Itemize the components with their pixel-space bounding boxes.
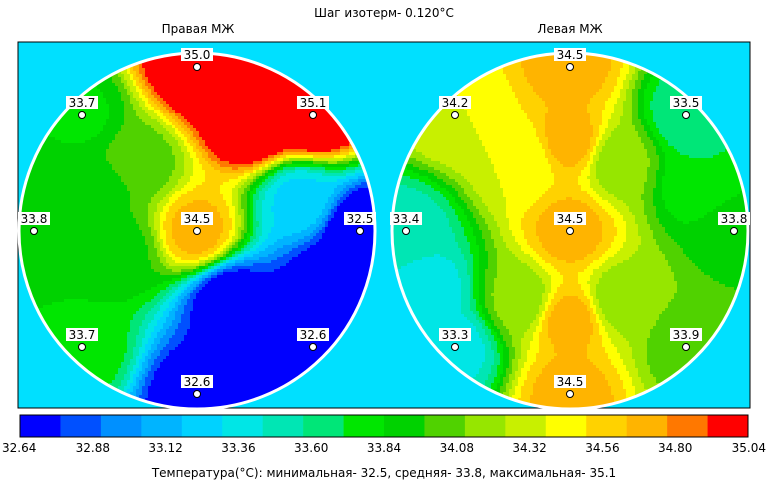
left-gland-map: 34.5 34.2 33.5 33.4 34.5 33.8 33.3 33.9 34.5 xyxy=(390,48,750,411)
measurement-point: 34.5 xyxy=(554,375,586,398)
point-marker xyxy=(682,111,690,119)
point-value-label: 33.9 xyxy=(673,328,700,342)
point-marker xyxy=(730,227,738,235)
measurement-point: 32.6 xyxy=(297,328,329,351)
measurement-point: 33.8 xyxy=(18,212,50,235)
measurement-point: 33.4 xyxy=(390,212,422,235)
scale-swatch xyxy=(586,415,627,437)
scale-swatch xyxy=(343,415,385,437)
scale-tick-label: 34.56 xyxy=(585,441,619,455)
scale-swatch xyxy=(100,415,142,437)
isotherm-step-title: Шаг изотерм- 0.120°C xyxy=(0,6,768,20)
point-value-label: 33.8 xyxy=(21,212,48,226)
scale-tick-label: 35.04 xyxy=(732,441,766,455)
point-marker xyxy=(566,390,574,398)
measurement-point: 34.5 xyxy=(181,212,213,235)
point-value-label: 33.3 xyxy=(442,328,469,342)
scale-tick-label: 32.64 xyxy=(2,441,36,455)
point-marker xyxy=(309,343,317,351)
scale-tick-label: 32.88 xyxy=(76,441,110,455)
point-marker xyxy=(451,343,459,351)
scale-swatch xyxy=(707,415,749,437)
right-panel-title: Правая МЖ xyxy=(124,22,272,36)
scale-swatch xyxy=(667,415,708,437)
scale-swatch xyxy=(222,415,263,437)
measurement-point: 33.3 xyxy=(439,328,471,351)
measurement-point: 33.8 xyxy=(718,212,750,235)
scale-swatch xyxy=(464,415,506,437)
measurement-point: 34.5 xyxy=(554,212,586,235)
point-marker xyxy=(309,111,317,119)
scale-tick-label: 34.80 xyxy=(658,441,692,455)
scale-swatch xyxy=(626,415,668,437)
point-marker xyxy=(30,227,38,235)
scale-tick-label: 33.84 xyxy=(367,441,401,455)
point-value-label: 33.7 xyxy=(69,96,96,110)
measurement-point: 33.7 xyxy=(66,328,98,351)
scale-swatch xyxy=(60,415,102,437)
point-value-label: 32.6 xyxy=(184,375,211,389)
point-marker xyxy=(193,63,201,71)
measurement-point: 35.1 xyxy=(297,96,329,119)
measurement-point: 35.0 xyxy=(181,48,213,71)
point-value-label: 33.5 xyxy=(673,96,700,110)
point-value-label: 33.7 xyxy=(69,328,96,342)
measurement-point: 32.6 xyxy=(181,375,213,398)
left-panel-title: Левая МЖ xyxy=(496,22,644,36)
point-value-label: 32.6 xyxy=(300,328,327,342)
point-value-label: 34.5 xyxy=(184,212,211,226)
scale-swatch xyxy=(141,415,183,437)
point-value-label: 35.0 xyxy=(184,48,211,62)
measurement-point: 33.5 xyxy=(670,96,702,119)
point-value-label: 33.8 xyxy=(721,212,748,226)
point-marker xyxy=(356,227,364,235)
point-marker xyxy=(193,390,201,398)
scale-tick-label: 33.36 xyxy=(221,441,255,455)
point-marker xyxy=(451,111,459,119)
scale-swatch xyxy=(545,415,587,437)
scale-swatch xyxy=(20,415,61,437)
scale-swatch xyxy=(262,415,304,437)
point-marker xyxy=(193,227,201,235)
point-value-label: 32.5 xyxy=(347,212,374,226)
point-value-label: 34.5 xyxy=(557,212,584,226)
point-value-label: 34.2 xyxy=(442,96,469,110)
point-value-label: 34.5 xyxy=(557,48,584,62)
measurement-point: 33.7 xyxy=(66,96,98,119)
point-marker xyxy=(566,63,574,71)
point-value-label: 33.4 xyxy=(393,212,420,226)
scale-swatch xyxy=(181,415,223,437)
scale-tick-label: 34.32 xyxy=(512,441,546,455)
scale-swatch xyxy=(303,415,344,437)
temperature-summary: Температура(°C): минимальная- 32.5, сред… xyxy=(0,466,768,480)
right-gland-map: 35.0 35.1 33.7 33.8 34.5 32.5 33.7 32.6 32.6 xyxy=(17,48,377,411)
scale-swatch xyxy=(384,415,425,437)
point-value-label: 35.1 xyxy=(300,96,327,110)
scale-swatch xyxy=(505,415,547,437)
scale-tick-label: 33.60 xyxy=(294,441,328,455)
point-marker xyxy=(402,227,410,235)
point-marker xyxy=(566,227,574,235)
measurement-point: 34.5 xyxy=(554,48,586,71)
scale-tick-label: 33.12 xyxy=(148,441,182,455)
color-scale: 32.64 32.88 33.12 33.36 33.60 33.84 34.08 34.32… xyxy=(2,414,766,455)
point-value-label: 34.5 xyxy=(557,375,584,389)
scale-tick-label: 34.08 xyxy=(440,441,474,455)
measurement-point: 34.2 xyxy=(439,96,471,119)
point-marker xyxy=(78,111,86,119)
measurement-point: 33.9 xyxy=(670,328,702,351)
point-marker xyxy=(78,343,86,351)
measurement-point: 32.5 xyxy=(344,212,376,235)
point-marker xyxy=(682,343,690,351)
scale-swatch xyxy=(424,415,466,437)
